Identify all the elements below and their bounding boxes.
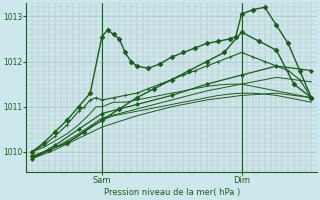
X-axis label: Pression niveau de la mer( hPa ): Pression niveau de la mer( hPa ) [104, 188, 240, 197]
